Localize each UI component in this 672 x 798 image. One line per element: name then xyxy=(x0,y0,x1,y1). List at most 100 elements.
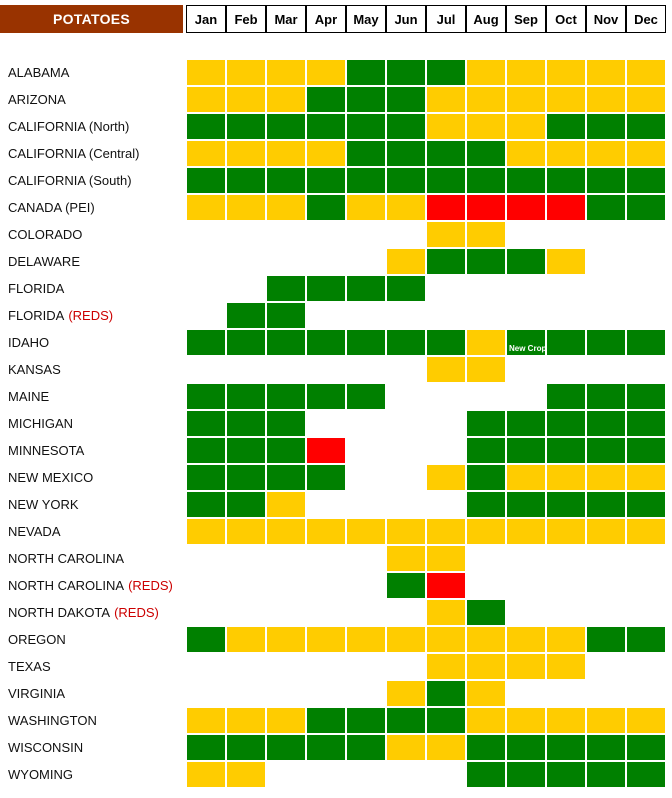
availability-cell xyxy=(466,248,506,275)
availability-cell xyxy=(386,626,426,653)
availability-cell xyxy=(306,113,346,140)
availability-cell xyxy=(426,707,466,734)
row-label: MICHIGAN xyxy=(8,410,73,437)
state-name: MAINE xyxy=(8,389,50,404)
availability-cell xyxy=(546,707,586,734)
availability-cell xyxy=(546,653,586,680)
availability-cell xyxy=(266,707,306,734)
availability-cell xyxy=(546,734,586,761)
availability-cell xyxy=(266,140,306,167)
row-label: CALIFORNIA (Central) xyxy=(8,140,139,167)
availability-cell xyxy=(306,626,346,653)
availability-cell xyxy=(466,464,506,491)
chart-title: POTATOES xyxy=(0,5,183,33)
availability-cell xyxy=(546,194,586,221)
availability-cell xyxy=(546,437,586,464)
availability-cell xyxy=(466,653,506,680)
availability-cell xyxy=(426,86,466,113)
row-label: TEXAS xyxy=(8,653,51,680)
availability-cell xyxy=(466,59,506,86)
availability-cell xyxy=(586,167,626,194)
row-label: IDAHO xyxy=(8,329,49,356)
availability-cell xyxy=(426,545,466,572)
row-label: CALIFORNIA (South) xyxy=(8,167,132,194)
availability-cell xyxy=(266,410,306,437)
availability-cell xyxy=(266,302,306,329)
availability-cell xyxy=(386,86,426,113)
availability-cell xyxy=(266,518,306,545)
availability-cell xyxy=(466,626,506,653)
row-label: FLORIDA xyxy=(8,275,64,302)
availability-cell xyxy=(226,518,266,545)
state-name: CALIFORNIA (Central) xyxy=(8,146,140,161)
availability-cell xyxy=(346,140,386,167)
state-name: TEXAS xyxy=(8,659,51,674)
availability-cell xyxy=(546,329,586,356)
state-name: NEW YORK xyxy=(8,497,79,512)
availability-cell xyxy=(186,410,226,437)
availability-cell xyxy=(226,140,266,167)
availability-cell xyxy=(186,167,226,194)
availability-cell xyxy=(626,383,666,410)
month-header-aug: Aug xyxy=(466,5,506,33)
row-label: COLORADO xyxy=(8,221,82,248)
availability-cell xyxy=(466,437,506,464)
availability-cell xyxy=(346,518,386,545)
availability-cell xyxy=(546,410,586,437)
availability-cell xyxy=(306,734,346,761)
availability-cell xyxy=(386,545,426,572)
state-name: NORTH CAROLINA xyxy=(8,551,125,566)
availability-cell xyxy=(586,140,626,167)
availability-cell xyxy=(546,248,586,275)
availability-cell xyxy=(386,518,426,545)
availability-cell xyxy=(546,626,586,653)
availability-cell xyxy=(626,707,666,734)
availability-cell xyxy=(346,383,386,410)
availability-cell xyxy=(346,167,386,194)
availability-cell xyxy=(186,626,226,653)
availability-cell xyxy=(506,329,546,356)
row-label: MINNESOTA xyxy=(8,437,84,464)
availability-cell xyxy=(306,707,346,734)
availability-cell xyxy=(226,113,266,140)
availability-cell xyxy=(466,140,506,167)
availability-cell xyxy=(386,275,426,302)
availability-cell xyxy=(426,599,466,626)
availability-cell xyxy=(506,194,546,221)
availability-cell xyxy=(466,113,506,140)
availability-cell xyxy=(626,761,666,788)
state-name: OREGON xyxy=(8,632,66,647)
availability-cell xyxy=(506,167,546,194)
availability-cell xyxy=(426,329,466,356)
availability-cell xyxy=(386,194,426,221)
row-label: WASHINGTON xyxy=(8,707,97,734)
availability-cell xyxy=(226,707,266,734)
state-name: NORTH CAROLINA xyxy=(8,578,125,593)
availability-cell xyxy=(506,86,546,113)
row-label: ALABAMA xyxy=(8,59,69,86)
row-label: NEVADA xyxy=(8,518,61,545)
availability-cell xyxy=(226,734,266,761)
availability-cell xyxy=(466,707,506,734)
row-label: NORTH CAROLINA (REDS) xyxy=(8,572,173,599)
availability-cell xyxy=(546,761,586,788)
availability-cell xyxy=(426,464,466,491)
availability-cell xyxy=(186,734,226,761)
state-name: MINNESOTA xyxy=(8,443,85,458)
state-name: VIRGINIA xyxy=(8,686,66,701)
availability-cell xyxy=(226,410,266,437)
availability-cell xyxy=(586,59,626,86)
month-header-apr: Apr xyxy=(306,5,346,33)
availability-cell xyxy=(266,491,306,518)
month-header-jan: Jan xyxy=(186,5,226,33)
availability-cell xyxy=(546,140,586,167)
availability-cell xyxy=(466,86,506,113)
availability-cell xyxy=(546,167,586,194)
availability-cell xyxy=(626,491,666,518)
availability-cell xyxy=(506,464,546,491)
availability-cell xyxy=(626,626,666,653)
availability-cell xyxy=(506,410,546,437)
state-name: MICHIGAN xyxy=(8,416,73,431)
row-label: CANADA (PEI) xyxy=(8,194,95,221)
availability-cell xyxy=(426,356,466,383)
